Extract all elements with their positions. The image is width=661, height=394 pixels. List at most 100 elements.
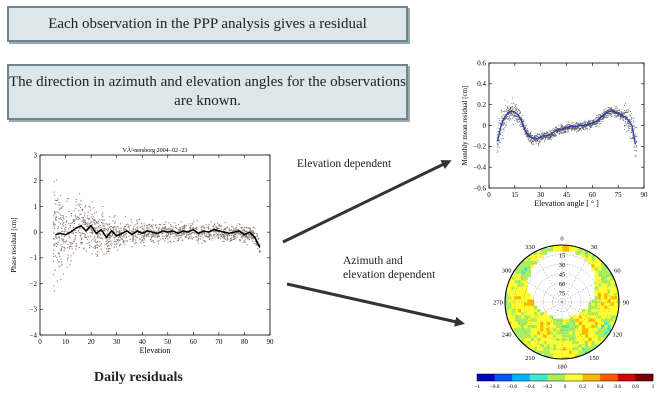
skyplot-cell xyxy=(610,312,615,316)
residual-point xyxy=(234,233,236,235)
residual-point xyxy=(108,223,110,225)
skyplot-cell xyxy=(537,254,541,259)
monthly-residual-point xyxy=(503,130,505,132)
residual-point xyxy=(227,231,229,233)
monthly-residual-point xyxy=(569,125,570,127)
monthly-residual-point xyxy=(561,124,563,125)
skyplot-cell xyxy=(578,337,583,342)
residual-point xyxy=(179,229,181,231)
skyplot-cell xyxy=(578,341,583,345)
monthly-residual-point xyxy=(555,135,557,137)
skyplot-cell xyxy=(591,309,595,313)
residual-point xyxy=(149,224,151,226)
residual-point xyxy=(115,240,117,242)
monthly-residual-point xyxy=(631,121,632,122)
residual-point xyxy=(87,211,89,213)
skyplot-cell xyxy=(597,277,602,281)
skyplot-cell xyxy=(505,289,509,294)
residual-point xyxy=(70,243,72,245)
skyplot-cell xyxy=(524,289,528,294)
skyplot-cell xyxy=(549,325,554,329)
monthly-residual-point xyxy=(518,109,520,110)
residual-point xyxy=(97,235,99,237)
monthly-residual-point xyxy=(526,135,528,137)
residual-point xyxy=(150,225,152,227)
monthly-residual-point xyxy=(578,126,580,128)
monthly-residual-point xyxy=(583,122,585,124)
monthly-residual-point xyxy=(604,114,606,116)
monthly-residual-point xyxy=(612,109,613,111)
monthly-residual-point xyxy=(532,143,533,145)
residual-point xyxy=(59,255,61,257)
residual-point xyxy=(148,223,150,225)
monthly-residual-point xyxy=(531,141,532,143)
residual-point xyxy=(119,244,121,246)
skyplot-cell xyxy=(575,321,579,326)
monthly-residual-point xyxy=(548,138,550,140)
residual-point xyxy=(107,236,109,238)
skyplot-cell xyxy=(594,277,599,281)
monthly-residual-point xyxy=(619,109,620,111)
residual-point xyxy=(217,227,219,229)
monthly-residual-point xyxy=(619,109,620,111)
residual-point xyxy=(113,238,115,240)
skyplot-cell xyxy=(524,318,528,323)
residual-point xyxy=(244,233,246,235)
monthly-residual-point xyxy=(636,140,638,142)
residual-point xyxy=(73,239,75,241)
skyplot-cell xyxy=(604,283,608,287)
residual-point xyxy=(82,220,84,222)
monthly-residual-point xyxy=(530,135,532,137)
monthly-residual-point xyxy=(534,135,536,137)
skyplot-cell xyxy=(617,305,619,310)
monthly-residual-point xyxy=(567,128,569,130)
residual-point xyxy=(125,236,127,238)
monthly-residual-point xyxy=(565,126,567,128)
monthly-residual-point xyxy=(504,120,506,122)
residual-point xyxy=(177,239,179,241)
skyplot-cell xyxy=(546,350,551,355)
residual-point xyxy=(209,238,211,240)
monthly-residual-point xyxy=(625,103,626,104)
x-tick-label: 90 xyxy=(267,338,275,346)
residual-point xyxy=(208,226,210,228)
residual-point xyxy=(175,234,177,236)
monthly-residual-point xyxy=(633,145,635,147)
monthly-residual-point xyxy=(540,137,542,139)
residual-point xyxy=(112,230,114,232)
skyplot-cell xyxy=(505,309,509,313)
skyplot-cell xyxy=(604,321,608,326)
residual-point xyxy=(128,226,130,228)
monthly-residual-point xyxy=(531,141,532,143)
residual-point xyxy=(172,232,174,234)
residual-point xyxy=(54,269,56,271)
skyplot-cell xyxy=(517,305,522,310)
residual-point xyxy=(197,234,199,236)
monthly-residual-point xyxy=(623,117,625,119)
residual-point xyxy=(241,226,243,228)
monthly-residual-point xyxy=(622,119,624,120)
residual-point xyxy=(221,232,223,234)
daily-residuals-chart: 0 10 20 30 40 50 60 70 80 90−4−3−2−10123VÃ¤nersbo… xyxy=(10,146,275,355)
monthly-residual-point xyxy=(581,126,582,128)
skyplot-cell xyxy=(575,318,579,323)
residual-point xyxy=(243,231,245,233)
monthly-residual-point xyxy=(579,128,581,129)
monthly-residual-point xyxy=(539,135,541,136)
skyplot-cell xyxy=(594,302,599,307)
residual-point xyxy=(119,231,121,233)
monthly-residual-point xyxy=(555,134,557,135)
monthly-residual-point xyxy=(599,114,600,116)
monthly-residual-point xyxy=(576,128,577,130)
skyplot-cell xyxy=(597,293,602,297)
monthly-residual-point xyxy=(625,124,626,126)
skyplot-cell xyxy=(543,325,547,329)
residual-point xyxy=(156,227,158,229)
residual-point xyxy=(84,206,86,208)
monthly-residual-point xyxy=(502,128,504,130)
monthly-residual-point xyxy=(509,107,511,108)
residual-point xyxy=(203,226,205,228)
residual-point xyxy=(183,227,185,229)
monthly-residual-point xyxy=(615,113,617,115)
skyplot-cell xyxy=(530,302,535,307)
